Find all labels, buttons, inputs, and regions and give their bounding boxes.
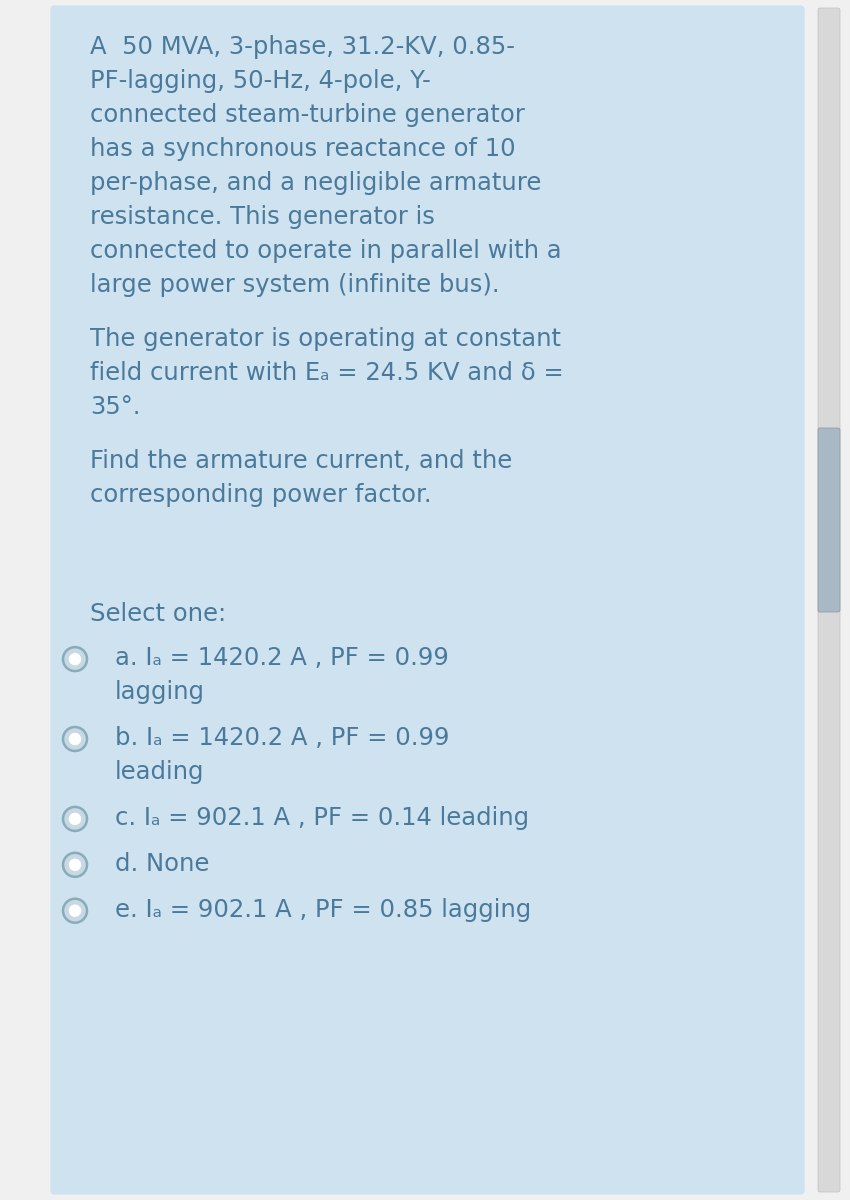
Text: large power system (infinite bus).: large power system (infinite bus). — [90, 272, 500, 296]
Text: corresponding power factor.: corresponding power factor. — [90, 482, 432, 506]
Text: lagging: lagging — [115, 680, 205, 704]
Circle shape — [63, 727, 87, 751]
Text: Find the armature current, and the: Find the armature current, and the — [90, 449, 513, 473]
Circle shape — [69, 733, 82, 745]
Text: has a synchronous reactance of 10: has a synchronous reactance of 10 — [90, 137, 516, 161]
Text: b. Iₐ = 1420.2 A , PF = 0.99: b. Iₐ = 1420.2 A , PF = 0.99 — [115, 726, 450, 750]
Text: connected to operate in parallel with a: connected to operate in parallel with a — [90, 239, 562, 263]
Text: 35°.: 35°. — [90, 395, 140, 419]
Text: c. Iₐ = 902.1 A , PF = 0.14 leading: c. Iₐ = 902.1 A , PF = 0.14 leading — [115, 806, 529, 830]
Circle shape — [63, 853, 87, 877]
Text: Select one:: Select one: — [90, 602, 226, 626]
FancyBboxPatch shape — [818, 8, 840, 1192]
Circle shape — [69, 653, 82, 665]
Text: field current with Eₐ = 24.5 KV and δ =: field current with Eₐ = 24.5 KV and δ = — [90, 361, 564, 385]
Text: a. Iₐ = 1420.2 A , PF = 0.99: a. Iₐ = 1420.2 A , PF = 0.99 — [115, 646, 449, 670]
Circle shape — [69, 858, 82, 871]
Text: per-phase, and a negligible armature: per-phase, and a negligible armature — [90, 170, 541, 194]
Text: The generator is operating at constant: The generator is operating at constant — [90, 326, 561, 350]
Circle shape — [63, 806, 87, 830]
Text: d. None: d. None — [115, 852, 209, 876]
FancyBboxPatch shape — [51, 6, 804, 1194]
Text: resistance. This generator is: resistance. This generator is — [90, 205, 435, 229]
Text: connected steam-turbine generator: connected steam-turbine generator — [90, 103, 524, 127]
Circle shape — [69, 905, 82, 917]
Text: PF-lagging, 50-Hz, 4-pole, Y-: PF-lagging, 50-Hz, 4-pole, Y- — [90, 68, 431, 92]
Text: leading: leading — [115, 760, 205, 784]
Circle shape — [63, 647, 87, 671]
FancyBboxPatch shape — [818, 428, 840, 612]
Circle shape — [63, 899, 87, 923]
Text: A  50 MVA, 3-phase, 31.2-KV, 0.85-: A 50 MVA, 3-phase, 31.2-KV, 0.85- — [90, 35, 515, 59]
Text: e. Iₐ = 902.1 A , PF = 0.85 lagging: e. Iₐ = 902.1 A , PF = 0.85 lagging — [115, 898, 531, 922]
Circle shape — [69, 812, 82, 826]
